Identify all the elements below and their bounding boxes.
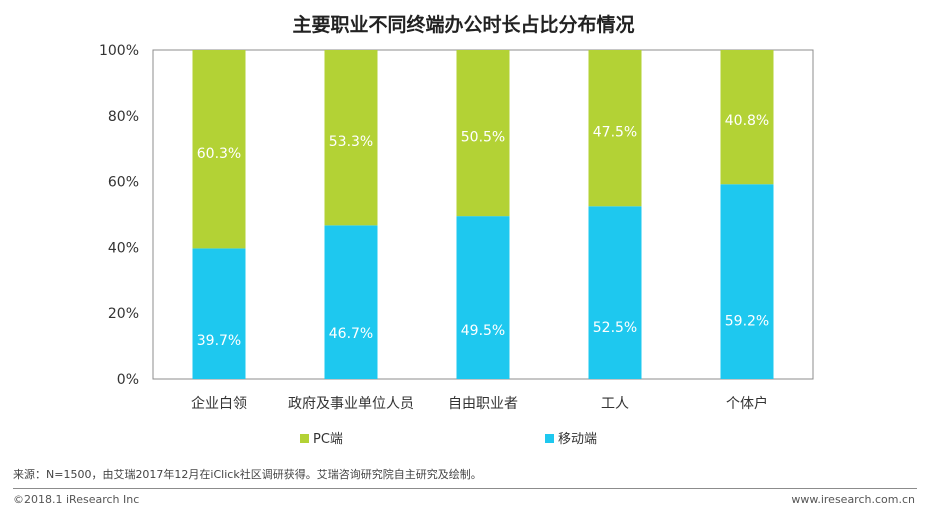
- data-label: 46.7%: [329, 326, 373, 342]
- copyright-text: ©2018.1 iResearch Inc: [13, 493, 140, 506]
- y-tick-label: 80%: [108, 109, 139, 125]
- y-tick-label: 0%: [117, 372, 139, 388]
- category-label: 工人: [601, 396, 629, 412]
- category-label: 企业白领: [191, 395, 247, 412]
- category-label: 政府及事业单位人员: [288, 396, 414, 412]
- data-label: 49.5%: [461, 323, 505, 339]
- bar-segment: [324, 225, 378, 379]
- bar-segment: [720, 50, 774, 185]
- data-label: 50.5%: [461, 129, 505, 145]
- bar-segment: [588, 206, 642, 379]
- bar-segment: [456, 216, 510, 379]
- bar-segment: [192, 248, 246, 379]
- data-label: 53.3%: [329, 134, 373, 150]
- footer-divider: [13, 488, 917, 489]
- data-label: 60.3%: [197, 146, 241, 162]
- website-link[interactable]: www.iresearch.com.cn: [791, 493, 915, 506]
- legend-label: PC端: [313, 432, 343, 447]
- bar-segment: [192, 50, 246, 249]
- legend-label: 移动端: [558, 432, 597, 447]
- data-label: 39.7%: [197, 333, 241, 349]
- y-tick-label: 100%: [99, 43, 139, 59]
- bar-segment: [324, 50, 378, 226]
- data-label: 47.5%: [593, 124, 637, 140]
- bar-segment: [720, 184, 774, 379]
- stacked-bar-chart: 0% 20% 40% 60% 80% 100% 39.7% 60.3% 企业白领 46.7% 53.…: [99, 43, 814, 447]
- category-label: 个体户: [726, 395, 768, 412]
- bar-segment: [588, 50, 642, 207]
- chart-title: 主要职业不同终端办公时长占比分布情况: [292, 14, 635, 36]
- legend-swatch: [300, 434, 309, 443]
- y-tick-label: 60%: [108, 175, 139, 191]
- data-label: 40.8%: [725, 113, 769, 129]
- data-label: 59.2%: [725, 314, 769, 330]
- source-note: 来源：N=1500，由艾瑞2017年12月在iClick社区调研获得。艾瑞咨询研…: [13, 468, 482, 481]
- y-tick-label: 40%: [108, 240, 139, 256]
- y-tick-label: 20%: [108, 306, 139, 322]
- data-label: 52.5%: [593, 320, 637, 336]
- legend-swatch: [545, 434, 554, 443]
- category-label: 自由职业者: [448, 396, 518, 412]
- bar-segment: [456, 50, 510, 217]
